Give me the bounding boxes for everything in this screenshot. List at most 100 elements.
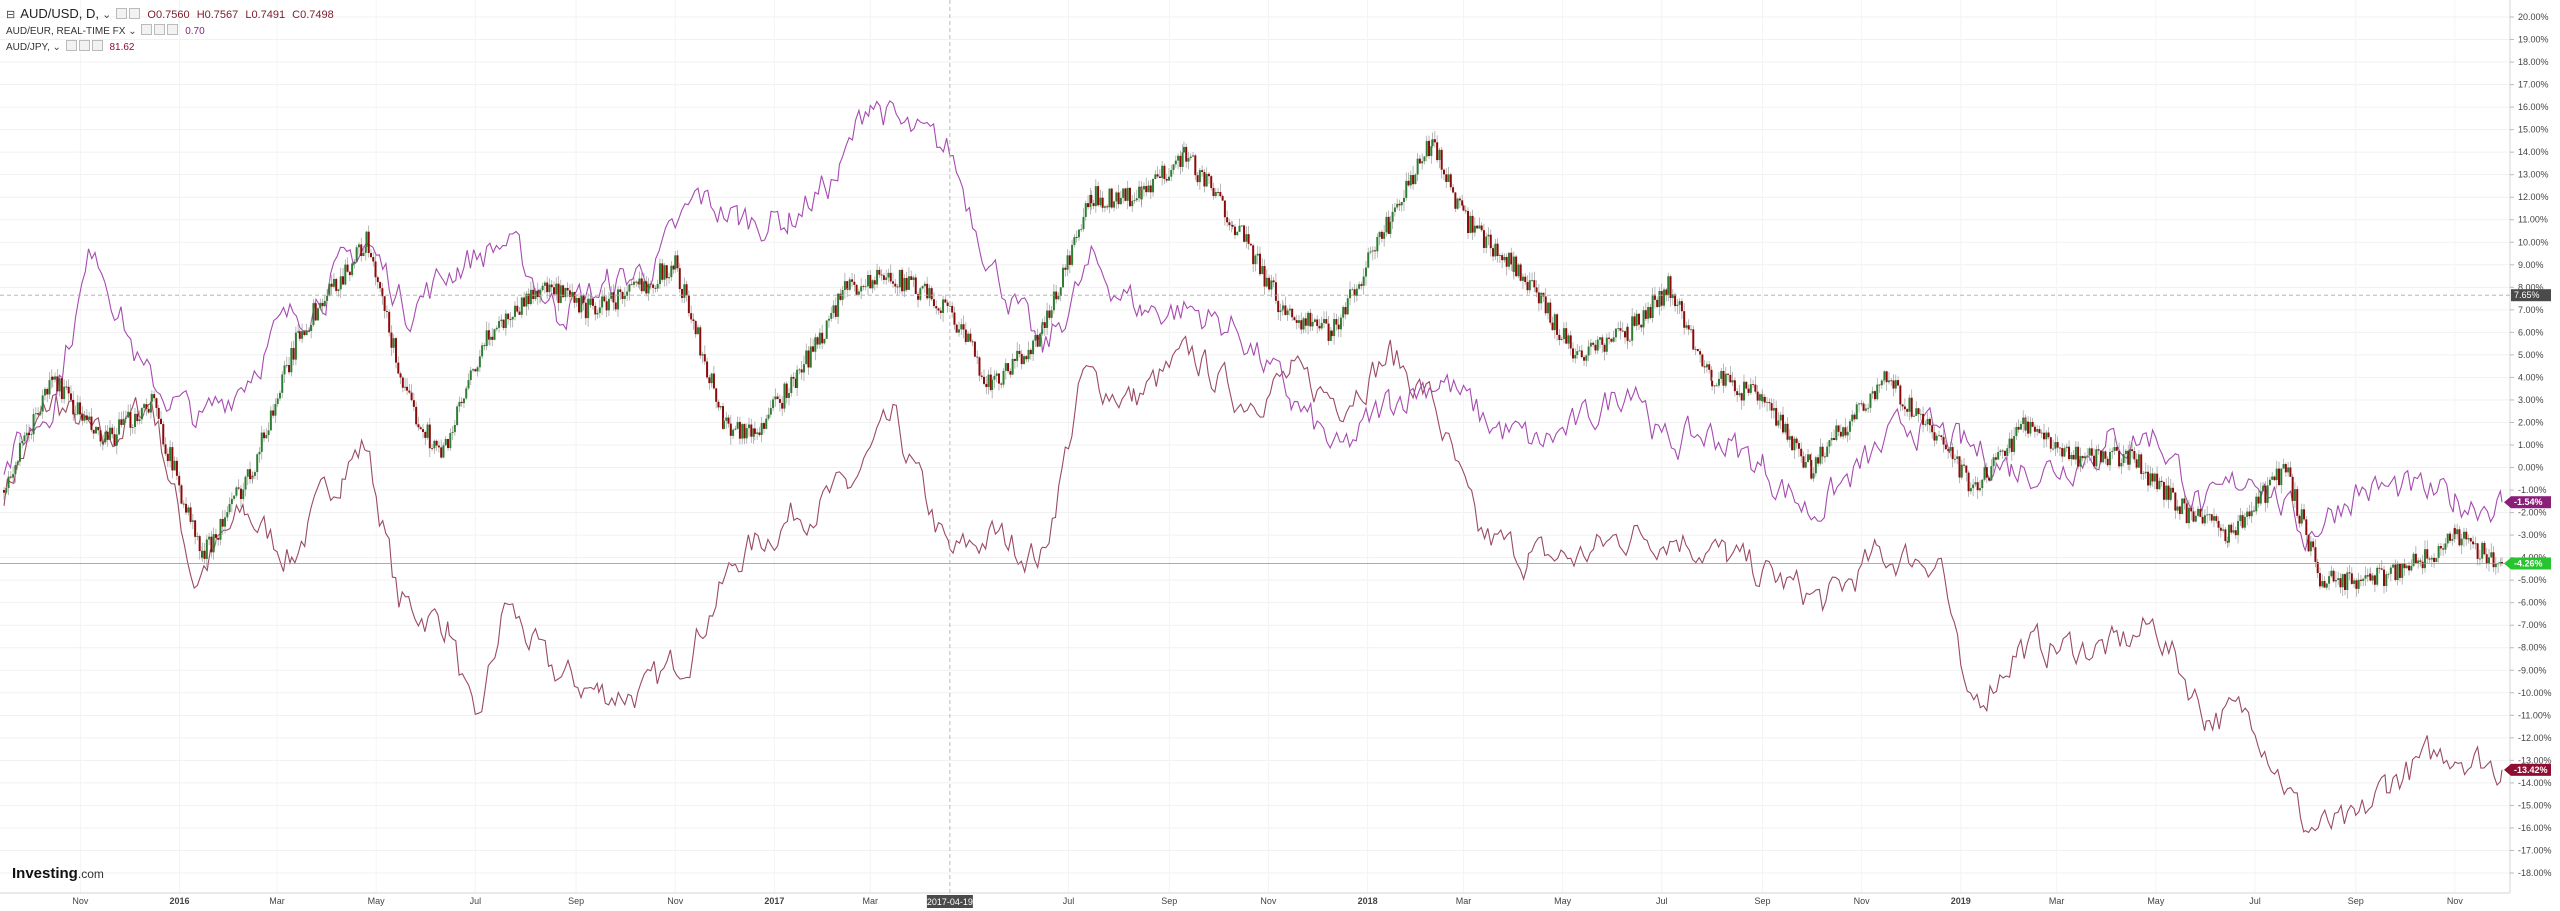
candle-body	[1179, 155, 1182, 167]
candle-body	[962, 324, 965, 330]
candle-body	[1567, 335, 1570, 344]
investing-logo[interactable]: Investing.com	[12, 865, 104, 882]
legend-audeur[interactable]: AUD/EUR, REAL-TIME FX ⌄ 0.70	[6, 24, 205, 40]
candle-body	[1254, 255, 1257, 265]
candle-body	[762, 423, 765, 429]
candle-body	[1871, 391, 1874, 394]
candle-body	[738, 421, 741, 439]
close-icon[interactable]	[91, 40, 103, 51]
candle-body	[7, 476, 10, 489]
candle-body	[1915, 408, 1918, 416]
candle-body	[2487, 557, 2490, 564]
candle-body	[1795, 438, 1798, 444]
x-tick-label: Jul	[1656, 896, 1668, 906]
candle-body	[2033, 426, 2036, 432]
candle-body	[816, 337, 819, 345]
close-icon[interactable]	[129, 8, 141, 19]
candle-body	[1364, 267, 1367, 277]
candle-body	[717, 401, 720, 408]
candle-body	[2325, 583, 2328, 588]
candle-body	[948, 305, 951, 307]
candle-body	[2444, 543, 2447, 550]
candle-body	[140, 408, 143, 420]
candle-body	[557, 283, 560, 303]
visibility-icon[interactable]	[65, 40, 77, 51]
candle-body	[2070, 454, 2073, 460]
candle-body	[1594, 344, 1597, 351]
candle-body	[1438, 149, 1441, 161]
candle-body	[2250, 510, 2253, 517]
candle-body	[1192, 155, 1195, 157]
candle-body	[2371, 575, 2374, 581]
dropdown-icon[interactable]: ⌄	[128, 26, 137, 37]
candle-body	[1177, 155, 1180, 161]
candle-body	[2230, 524, 2233, 533]
candle-body	[1574, 354, 1577, 359]
candle-body	[1122, 188, 1125, 198]
dropdown-icon[interactable]: ⌄	[102, 9, 112, 21]
candle-body	[584, 302, 587, 319]
candle-body	[1344, 307, 1347, 315]
collapse-icon[interactable]: ⊟	[6, 9, 16, 21]
candle-body	[332, 278, 335, 287]
candle-body	[217, 537, 220, 540]
candle-body	[2144, 471, 2147, 474]
candle-body	[2321, 581, 2324, 587]
candle-body	[2131, 449, 2134, 452]
candle-body	[944, 299, 947, 303]
candle-body	[1908, 397, 1911, 412]
candle-body	[297, 331, 300, 333]
candle-body	[741, 424, 744, 439]
candle-body	[2074, 446, 2077, 460]
candle-body	[1482, 230, 1485, 248]
candle-body	[921, 286, 924, 289]
candle-body	[1556, 314, 1559, 335]
close-icon[interactable]	[167, 24, 179, 35]
candle-body	[1110, 188, 1113, 208]
visibility-icon[interactable]	[141, 24, 153, 35]
legend-main[interactable]: ⊟ AUD/USD, D, ⌄ O0.7560 H0.7567 L0.7491 …	[6, 6, 334, 23]
candle-body	[1562, 328, 1565, 340]
candle-body	[1988, 477, 1991, 481]
candle-body	[1346, 298, 1349, 315]
candle-body	[143, 404, 146, 409]
candle-body	[1140, 189, 1143, 200]
dropdown-icon[interactable]: ⌄	[52, 42, 61, 53]
candle-body	[880, 274, 883, 276]
candle-body	[1133, 200, 1136, 201]
candle-body	[889, 272, 892, 282]
candle-body	[1358, 284, 1361, 289]
candle-body	[712, 373, 715, 389]
candle-body	[991, 379, 994, 390]
candle-body	[1421, 161, 1424, 164]
candle-body	[541, 285, 544, 291]
candle-body	[2305, 519, 2308, 535]
candle-body	[2364, 575, 2367, 579]
candle-body	[1938, 435, 1941, 437]
candle-body	[2036, 429, 2039, 432]
candle-body	[690, 313, 693, 320]
candle-body	[1965, 465, 1968, 473]
settings-icon[interactable]	[154, 24, 166, 35]
candle-body	[1131, 200, 1134, 207]
candle-body	[294, 332, 297, 360]
legend-audjpy[interactable]: AUD/JPY, ⌄ 81.62	[6, 40, 135, 56]
y-tick-label: 10.00%	[2518, 237, 2549, 247]
y-tick-label: -8.00%	[2518, 643, 2547, 653]
candle-body	[1113, 201, 1116, 208]
settings-icon[interactable]	[78, 40, 90, 51]
candle-body	[1885, 371, 1888, 383]
time-axis[interactable]: Nov 2016 Mar May Jul Sep Nov 2017 Mar Jul Sep Nov 20…	[72, 896, 2463, 906]
candle-body	[2224, 529, 2227, 542]
candle-body	[1537, 292, 1540, 304]
candle-body	[1711, 380, 1714, 387]
settings-icon[interactable]	[116, 8, 128, 19]
candle-body	[1349, 289, 1352, 299]
candle-body	[2255, 496, 2258, 512]
candle-body	[2072, 454, 2075, 460]
candle-body	[1565, 328, 1568, 344]
candle-body	[729, 423, 732, 436]
candle-body	[1243, 225, 1246, 242]
price-axis[interactable]: 20.00% 19.00% 18.00% 17.00% 16.00% 15.00% 14.0…	[2510, 12, 2552, 878]
